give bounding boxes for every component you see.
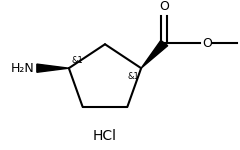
Polygon shape <box>37 64 69 72</box>
Text: O: O <box>202 37 212 50</box>
Text: &1: &1 <box>127 72 139 81</box>
Text: HCl: HCl <box>93 129 117 143</box>
Text: H₂N: H₂N <box>11 62 35 75</box>
Polygon shape <box>141 40 168 68</box>
Text: &1: &1 <box>72 56 84 64</box>
Text: O: O <box>159 0 169 13</box>
